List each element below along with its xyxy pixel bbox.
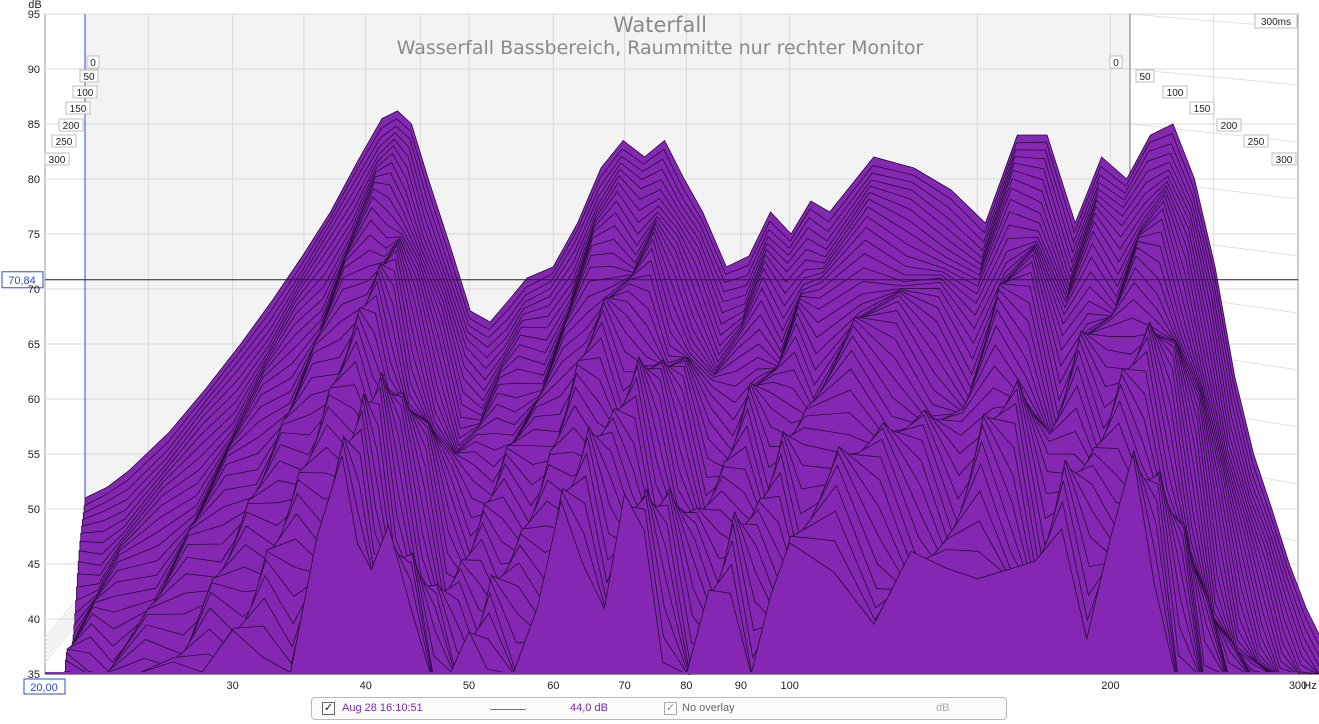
y-tick-label: 45	[28, 559, 40, 571]
time-label-box	[1243, 134, 1269, 148]
x-end-tick-label: 300	[1289, 680, 1307, 692]
y-tick-label: 80	[28, 174, 40, 186]
measurement-label[interactable]: Aug 28 16:10:51	[342, 702, 423, 714]
x-tick-label: 60	[547, 680, 559, 692]
overlay-label[interactable]: No overlay	[682, 702, 735, 714]
x-tick-label: 30	[226, 680, 238, 692]
wall-line	[1129, 123, 1299, 143]
y-tick-label: 40	[28, 614, 40, 626]
time-tick-label-left: 200	[63, 121, 80, 132]
time-tick-label-left: 100	[77, 88, 94, 99]
time-label-box	[1135, 69, 1155, 83]
time-tick-label-right: 200	[1221, 121, 1238, 132]
y-tick-label: 70	[28, 284, 40, 296]
time-label-box	[79, 69, 99, 83]
floor-fill	[45, 672, 1298, 674]
time-label-box	[1162, 85, 1188, 99]
wall-line	[1129, 68, 1299, 86]
time-tick-label-left: 0	[90, 58, 96, 69]
time-tick-label-left: 250	[56, 137, 73, 148]
waterfall-slices	[45, 110, 1319, 676]
time-label-box	[1109, 55, 1123, 69]
time-label-box	[65, 101, 91, 115]
time-label-box	[72, 85, 98, 99]
unit-label: dB	[936, 702, 950, 714]
x-tick-label: 50	[463, 680, 475, 692]
y-unit-label: dB	[28, 0, 41, 11]
time-label-box	[1271, 152, 1297, 166]
x-start-box	[23, 678, 66, 695]
x-start-label: 20,00	[30, 682, 58, 694]
cursor-db-label: 70,84	[8, 275, 36, 287]
time-tick-label-right: 300	[1276, 155, 1293, 166]
y-tick-label: 95	[28, 9, 40, 21]
time-tick-label-left: 150	[70, 104, 87, 115]
time-tick-label-right: 150	[1194, 104, 1211, 115]
y-tick-label: 55	[28, 449, 40, 461]
time-label-box	[1216, 118, 1242, 132]
time-label-box	[86, 55, 100, 69]
overlay-checkbox[interactable]: ✓	[664, 702, 677, 715]
time-tick-label-right: 100	[1167, 88, 1184, 99]
x-tick-label: 200	[1101, 680, 1119, 692]
y-tick-label: 35	[28, 669, 40, 681]
time-label-box	[51, 134, 77, 148]
series-line-swatch	[490, 709, 526, 710]
waterfall-slice	[45, 453, 1298, 675]
y-tick-label: 65	[28, 339, 40, 351]
chart-subtitle: Wasserfall Bassbereich, Raummitte nur re…	[397, 37, 924, 59]
time-label-box	[1189, 101, 1215, 115]
time-max-label: 300ms	[1261, 17, 1291, 28]
y-tick-label: 75	[28, 229, 40, 241]
smoothing-value[interactable]: 44,0 dB	[570, 702, 608, 714]
time-max-box	[1254, 13, 1298, 29]
x-unit-label: Hz	[1303, 680, 1316, 692]
time-label-box	[44, 152, 70, 166]
x-tick-label: 100	[780, 680, 798, 692]
y-tick-label: 50	[28, 504, 40, 516]
x-tick-label: 70	[619, 680, 631, 692]
measurement-checkbox[interactable]: ✓	[322, 702, 335, 715]
x-tick-label: 40	[360, 680, 372, 692]
time-tick-label-left: 300	[49, 155, 66, 166]
legend-bar: ✓ Aug 28 16:10:51 44,0 dB ✓ No overlay d…	[311, 697, 1007, 720]
y-tick-label: 85	[28, 119, 40, 131]
time-tick-label-left: 50	[83, 72, 95, 83]
y-tick-label: 60	[28, 394, 40, 406]
x-tick-label: 80	[680, 680, 692, 692]
y-tick-label: 90	[28, 64, 40, 76]
x-tick-label: 90	[735, 680, 747, 692]
time-label-box	[58, 118, 84, 132]
time-tick-label-right: 250	[1248, 137, 1265, 148]
time-tick-label-right: 0	[1113, 58, 1119, 69]
cursor-box	[1, 271, 44, 289]
chart-title: Waterfall	[613, 13, 707, 37]
time-tick-label-right: 50	[1139, 72, 1151, 83]
